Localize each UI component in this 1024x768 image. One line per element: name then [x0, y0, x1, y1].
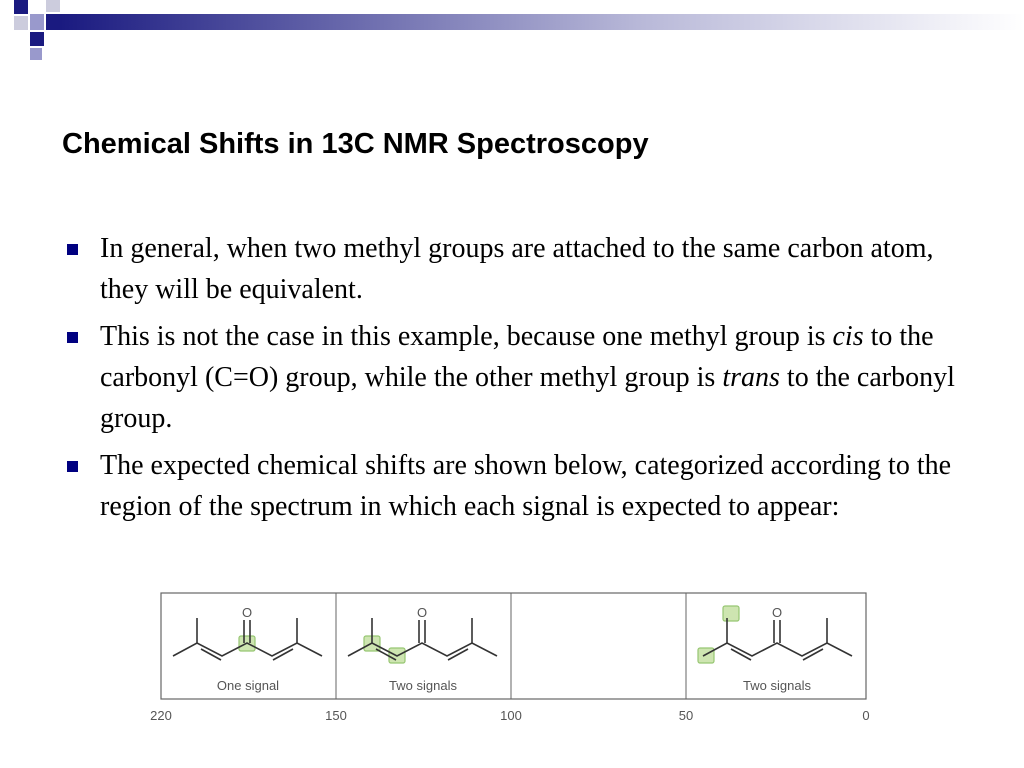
bullet-emphasis: cis: [832, 321, 864, 352]
panel-label: Two signals: [389, 678, 457, 693]
bullet-text: The expected chemical shifts are shown b…: [100, 450, 952, 522]
bullet-text: This is not the case in this example, be…: [100, 321, 833, 352]
bullet-text: to the carbonyl group.: [100, 362, 955, 434]
bullet: This is not the case in this example, be…: [62, 316, 982, 439]
scale-label: 50: [679, 708, 693, 723]
scale-label: 220: [150, 708, 172, 723]
header-bar: [60, 14, 1024, 30]
scale-label: 100: [500, 708, 522, 723]
nmr-figure: O O O One signal Two signals Two signals…: [150, 592, 870, 723]
bullet-list: In general, when two methyl groups are a…: [62, 228, 982, 533]
scale-label: 0: [862, 708, 869, 723]
atom-label: O: [417, 605, 427, 620]
header-squares: [14, 0, 60, 60]
bullet: In general, when two methyl groups are a…: [62, 228, 982, 310]
bullet-text: to the carbonyl (C=O) group, while the o…: [100, 321, 934, 393]
scale-label: 150: [325, 708, 347, 723]
atom-label: O: [772, 605, 782, 620]
atom-label: O: [242, 605, 252, 620]
bullet-text: In general, when two methyl groups are a…: [100, 233, 934, 305]
bullet-emphasis: trans: [722, 362, 780, 393]
panel-label: Two signals: [743, 678, 811, 693]
panel-label: One signal: [217, 678, 279, 693]
slide-title: Chemical Shifts in 13C NMR Spectroscopy: [62, 128, 649, 160]
bullet: The expected chemical shifts are shown b…: [62, 445, 982, 527]
